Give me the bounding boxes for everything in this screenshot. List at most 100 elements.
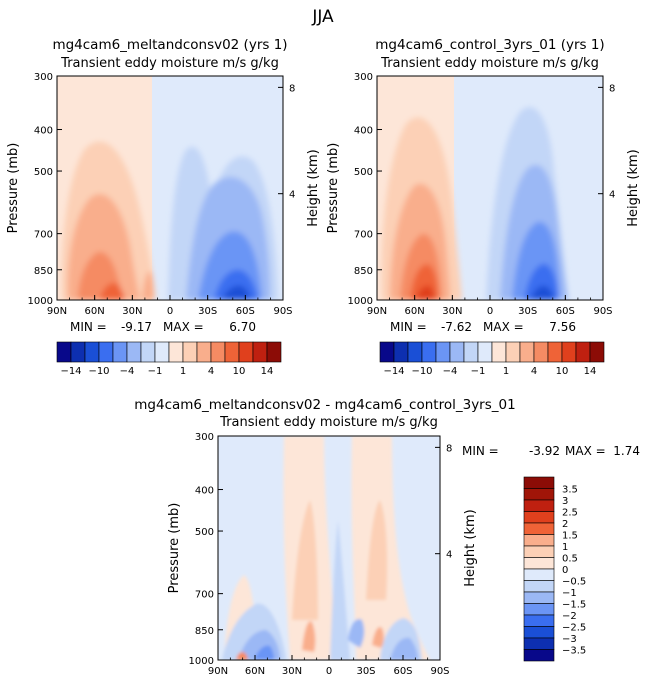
colorbar-diff-label: 1 xyxy=(562,542,568,553)
panel-c-neg-mid xyxy=(348,619,365,648)
colorbar-b-tick-label: 14 xyxy=(584,366,597,377)
colorbar-b-swatch xyxy=(435,341,451,363)
colorbar-a-tick-label: −4 xyxy=(120,366,135,377)
panel-c-ytick-label: 700 xyxy=(195,590,214,601)
colorbar-a-swatch xyxy=(182,341,198,363)
colorbar-a-swatch xyxy=(112,341,128,363)
panel-a-min-value: -9.17 xyxy=(121,320,152,334)
colorbar-b-tick-label: 1 xyxy=(503,366,509,377)
colorbar-b-swatch xyxy=(477,341,493,363)
colorbar-a-swatch xyxy=(70,341,86,363)
panel-c-xtick-label: 60S xyxy=(393,666,412,677)
panel-a-ytick-label: 850 xyxy=(34,266,53,277)
colorbar-diff-swatch xyxy=(523,499,555,512)
panel-c-max-label: MAX = xyxy=(565,444,606,458)
colorbar-a-swatch xyxy=(154,341,170,363)
panel-c-xtick-label: 60N xyxy=(245,666,265,677)
panel-c-max-value: 1.74 xyxy=(613,444,640,458)
panel-b-xtick-label: 30N xyxy=(442,306,462,317)
colorbar-diff-swatch xyxy=(523,545,555,558)
colorbar-b-tick-label: 10 xyxy=(556,366,569,377)
colorbar-a-swatch xyxy=(196,341,212,363)
colorbar-difference: 3.532.521.510.50−0.5−1−1.5−2−2.5−3−3.5 xyxy=(523,476,586,662)
panel-a-subtitle: Transient eddy moisture m/s g/kg xyxy=(60,56,279,71)
panel-c-ytick-label: 1000 xyxy=(189,656,214,667)
colorbar-a-swatch xyxy=(252,341,268,363)
colorbar-diff-swatch xyxy=(523,568,555,581)
colorbar-a-tick-label: 1 xyxy=(180,366,186,377)
colorbar-b-swatch xyxy=(421,341,437,363)
panel-c-contours xyxy=(218,436,440,660)
colorbar-b-swatch xyxy=(547,341,563,363)
colorbar-a-swatch xyxy=(238,341,254,363)
panel-b-neg-6 xyxy=(530,285,554,300)
panel-b-subtitle: Transient eddy moisture m/s g/kg xyxy=(380,56,599,71)
panel-b-max-value: 7.56 xyxy=(549,320,576,334)
panel-a-neg-6 xyxy=(222,285,250,300)
colorbar-diff-label: 0.5 xyxy=(562,554,578,565)
panel-a-axes: 90N 60N 30N 0 30S 60S 90S 300 400 500 700 850 1000 8 4… xyxy=(6,72,321,317)
colorbar-diff-swatch xyxy=(523,476,555,489)
panel-b-ytick-label: 300 xyxy=(354,72,373,83)
colorbar-diff-label: −1.5 xyxy=(562,600,586,611)
panel-a-pos-5 xyxy=(100,282,125,300)
colorbar-b-tick-label: −14 xyxy=(383,366,404,377)
panel-c-y2tick-label: 4 xyxy=(446,550,452,561)
colorbar-diff-swatch xyxy=(523,591,555,604)
panel-a-max-label: MAX = xyxy=(163,320,204,334)
panel-c-ylabel: Pressure (mb) xyxy=(167,503,182,594)
panel-b-min-label: MIN = xyxy=(390,320,427,334)
colorbar-diff-swatch xyxy=(523,557,555,570)
panel-b-ytick-label: 700 xyxy=(354,230,373,241)
colorbar-a-swatch xyxy=(98,341,114,363)
panel-c-ytick-label: 400 xyxy=(195,486,214,497)
colorbar-diff-swatch xyxy=(523,511,555,524)
panel-b-title: mg4cam6_control_3yrs_01 (yrs 1) xyxy=(375,37,604,53)
colorbar-panel-a: −14 −10 −4 −1 1 4 10 14 xyxy=(56,341,282,377)
panel-a-y2tick-label: 8 xyxy=(289,83,295,94)
panel-b-xtick-label: 60N xyxy=(405,306,425,317)
colorbar-panel-b: −14 −10 −4 −1 1 4 10 14 xyxy=(379,341,605,377)
colorbar-diff-label: −3.5 xyxy=(562,646,586,657)
colorbar-b-swatch xyxy=(407,341,423,363)
panel-a-pos-small xyxy=(142,271,154,300)
panel-a: mg4cam6_meltandconsv02 (yrs 1) Transient… xyxy=(6,37,321,334)
colorbar-b-tick-label: −10 xyxy=(411,366,432,377)
panel-c-ytick-label: 300 xyxy=(195,432,214,443)
panel-c-pos-right-2 xyxy=(372,626,384,648)
colorbar-diff-swatch xyxy=(523,488,555,501)
panel-c-neg-right-2 xyxy=(390,637,418,660)
panel-a-ytick-label: 300 xyxy=(34,72,53,83)
colorbar-b-swatch xyxy=(505,341,521,363)
panel-c-neg-left-3 xyxy=(254,645,274,660)
panel-a-max-value: 6.70 xyxy=(229,320,256,334)
colorbar-a-tick-label: 10 xyxy=(233,366,246,377)
colorbar-diff-label: 3.5 xyxy=(562,485,578,496)
panel-c-min-label: MIN = xyxy=(462,444,499,458)
colorbar-a-swatch xyxy=(126,341,142,363)
colorbar-diff-swatch xyxy=(523,603,555,616)
panel-c-pos-right-1 xyxy=(366,500,388,600)
panel-c-ytick-label: 850 xyxy=(195,626,214,637)
panel-b-xtick-label: 90N xyxy=(367,306,387,317)
panel-a-ytick-label: 1000 xyxy=(28,296,53,307)
panel-c-axes: 90N 60N 30N 0 30S 60S 90S 300 400 500 700 850 1000 8 4… xyxy=(167,432,478,677)
panel-c-xtick-label: 30N xyxy=(282,666,302,677)
panel-a-ytick-label: 400 xyxy=(34,126,53,137)
panel-c-ytick-label: 500 xyxy=(195,527,214,538)
panel-a-xtick-label: 0 xyxy=(167,306,173,317)
panel-c-pos-band-2 xyxy=(351,436,430,660)
panel-a-xtick-label: 90N xyxy=(47,306,67,317)
colorbar-diff-label: 2.5 xyxy=(562,508,578,519)
colorbar-diff-label: 3 xyxy=(562,496,568,507)
colorbar-b-swatch xyxy=(393,341,409,363)
panel-a-y2label: Height (km) xyxy=(306,149,321,226)
colorbar-diff-swatch xyxy=(523,534,555,547)
panel-c-pos-mid-2 xyxy=(302,621,316,652)
colorbar-diff-label: −1 xyxy=(562,588,577,599)
colorbar-a-swatch xyxy=(168,341,184,363)
colorbar-diff-label: −2 xyxy=(562,611,577,622)
panel-b-xtick-label: 60S xyxy=(556,306,575,317)
colorbar-b-tick-label: −1 xyxy=(471,366,486,377)
